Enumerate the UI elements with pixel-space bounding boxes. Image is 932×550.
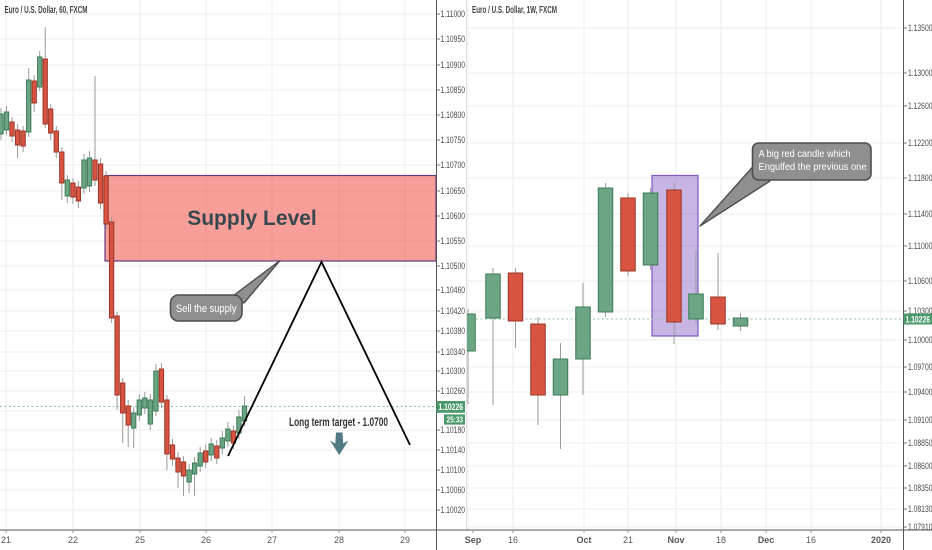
svg-text:16: 16	[806, 535, 816, 545]
svg-text:1.13000: 1.13000	[908, 68, 932, 78]
svg-text:1.10900: 1.10900	[441, 60, 466, 70]
svg-text:1.09400: 1.09400	[908, 387, 932, 397]
svg-text:1.10060: 1.10060	[441, 485, 466, 495]
svg-text:Euro / U.S. Dollar, 1W, FXCM: Euro / U.S. Dollar, 1W, FXCM	[472, 5, 557, 16]
svg-text:29: 29	[400, 535, 410, 545]
svg-text:1.10140: 1.10140	[441, 445, 466, 455]
svg-text:1.08600: 1.08600	[908, 461, 932, 471]
svg-text:1.08130: 1.08130	[908, 504, 932, 514]
svg-text:1.10600: 1.10600	[908, 276, 932, 286]
svg-text:1.10850: 1.10850	[441, 85, 466, 95]
svg-text:1.10380: 1.10380	[441, 326, 466, 336]
svg-text:1.11800: 1.11800	[908, 173, 932, 183]
svg-text:1.10750: 1.10750	[441, 135, 466, 145]
svg-text:1.09700: 1.09700	[908, 362, 932, 372]
svg-text:Sell the supply: Sell the supply	[176, 303, 237, 315]
svg-text:2020: 2020	[871, 535, 891, 545]
svg-text:Supply Level: Supply Level	[187, 207, 317, 230]
svg-text:1.10600: 1.10600	[441, 211, 466, 221]
svg-text:1.10020: 1.10020	[441, 505, 466, 515]
svg-text:27: 27	[267, 535, 277, 545]
svg-text:28: 28	[334, 535, 344, 545]
svg-text:25:33: 25:33	[447, 415, 464, 425]
svg-text:1.10650: 1.10650	[441, 186, 466, 196]
svg-text:1.10100: 1.10100	[441, 465, 466, 475]
svg-text:22: 22	[68, 535, 78, 545]
svg-text:1.10180: 1.10180	[441, 425, 466, 435]
svg-text:1.07910: 1.07910	[908, 522, 932, 532]
svg-text:Euro / U.S. Dollar, 60, FXCM: Euro / U.S. Dollar, 60, FXCM	[5, 5, 88, 16]
svg-text:1.10420: 1.10420	[441, 306, 466, 316]
svg-text:21: 21	[623, 535, 633, 545]
svg-text:1.10500: 1.10500	[441, 261, 466, 271]
svg-text:Nov: Nov	[667, 535, 684, 545]
svg-text:1.12200: 1.12200	[908, 138, 932, 148]
svg-text:1.08350: 1.08350	[908, 483, 932, 493]
svg-text:16: 16	[508, 535, 518, 545]
svg-text:26: 26	[201, 535, 211, 545]
svg-text:1.11000: 1.11000	[441, 9, 466, 19]
svg-text:1.10226: 1.10226	[439, 402, 464, 412]
svg-text:1.13500: 1.13500	[908, 23, 932, 33]
svg-text:Sep: Sep	[465, 535, 482, 545]
svg-text:A big red candle which: A big red candle which	[759, 149, 851, 160]
svg-text:1.10260: 1.10260	[441, 386, 466, 396]
svg-text:Oct: Oct	[576, 535, 591, 545]
svg-text:1.10800: 1.10800	[441, 110, 466, 120]
svg-text:1.10000: 1.10000	[908, 335, 932, 345]
svg-text:Long term target - 1.0700: Long term target - 1.0700	[289, 417, 388, 429]
svg-text:1.10700: 1.10700	[441, 160, 466, 170]
svg-text:1.09100: 1.09100	[908, 415, 932, 425]
svg-text:18: 18	[716, 535, 726, 545]
svg-text:25: 25	[135, 535, 145, 545]
svg-text:1.10226: 1.10226	[906, 314, 931, 324]
svg-text:1.10300: 1.10300	[441, 366, 466, 376]
svg-text:1.11400: 1.11400	[908, 209, 932, 219]
svg-text:1.10300: 1.10300	[908, 306, 932, 316]
svg-text:1.10340: 1.10340	[441, 347, 466, 357]
svg-text:1.10460: 1.10460	[441, 285, 466, 295]
svg-text:1.11000: 1.11000	[908, 241, 932, 251]
svg-text:1.08850: 1.08850	[908, 438, 932, 448]
svg-text:1.10950: 1.10950	[441, 34, 466, 44]
svg-text:21: 21	[1, 535, 11, 545]
svg-text:Dec: Dec	[758, 535, 775, 545]
svg-text:1.10550: 1.10550	[441, 236, 466, 246]
svg-text:1.12600: 1.12600	[908, 101, 932, 111]
svg-text:Engulfed the previous one: Engulfed the previous one	[759, 162, 867, 173]
